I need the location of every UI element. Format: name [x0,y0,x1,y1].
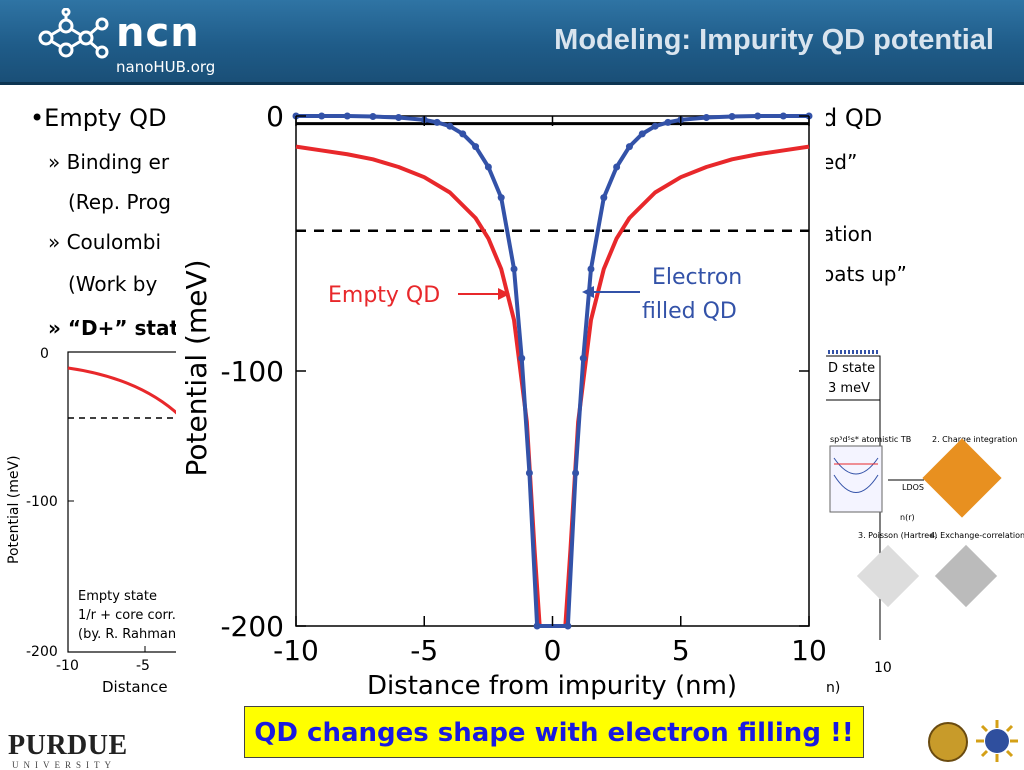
filled-qd-point [459,130,467,138]
background-right-panel: D state 3 meV 10 n) sp³d⁵s* atomistic TB… [820,340,1024,700]
bg-xtick-m10: -10 [56,658,79,674]
filled-qd-point [728,113,736,121]
bg-right-tick: 10 [874,660,892,676]
conclusion-banner: QD changes shape with electron filling !… [244,706,864,758]
filled-qd-point [587,265,595,273]
sub-bullet-binding: » Binding er [48,150,170,174]
filled-qd-point [625,143,633,151]
x-tick-label: 10 [791,634,826,667]
nsf-logo-icon [976,720,1018,762]
plot-frame [295,115,810,627]
bg-right-note-1: D state [828,361,875,376]
purdue-logo: PURDUE UNIVERSITY [8,730,128,770]
flow-nr-label: n(r) [900,513,915,522]
filled-qd-point [369,113,377,121]
bg-xtick-m5: -5 [136,658,150,674]
chart-ylabel: Potential (meV) [180,259,213,476]
logo-nanohub-text: nanoHUB.org [116,58,216,76]
filled-qd-point [702,114,710,122]
filled-qd-point [395,114,403,122]
purdue-sub-text: UNIVERSITY [12,760,116,770]
annotation-filled-qd: filled QD [642,299,737,324]
bg-ytick-200: -200 [26,644,58,660]
x-tick-label: 0 [544,634,562,667]
bg-ytick-100: -100 [26,494,58,510]
bg-xlabel: Distance [102,678,168,696]
arrowhead-empty-qd [498,288,510,300]
right-text-4: ation [822,222,873,246]
filled-qd-point [497,194,505,202]
x-tick-label: -10 [273,634,319,667]
annotation-electron: Electron [652,265,742,290]
bg-right-note-2: 3 meV [828,381,870,396]
filled-qd-point [754,112,762,120]
bg-note-2: 1/r + core corr. [78,608,176,623]
filled-qd-point [472,143,480,151]
y-tick-label: -200 [220,610,284,643]
x-tick-label: -5 [410,634,438,667]
filled-qd-point [613,163,621,171]
sub-bullet-coulomb: » Coulombi [48,230,161,254]
filled-qd-point [779,112,787,120]
bg-right-xlabel: n) [826,680,840,696]
flow-label-4: 4. Exchange-correlation (LDA) [930,531,1024,540]
filled-qd-point [664,118,672,126]
bg-ylabel: Potential (meV) [6,455,22,564]
bg-note-3: (by. R. Rahman [78,627,176,642]
y-tick-label: 0 [266,100,284,133]
filled-qd-point [564,622,572,630]
filled-qd-point [484,163,492,171]
filled-qd-point [343,112,351,120]
filled-qd-point [651,122,659,130]
chart-xlabel: Distance from impurity (nm) [367,671,737,700]
filled-qd-point [510,265,518,273]
background-plot: 0 -100 -200 -10 -5 Distance Potential (m… [0,338,191,700]
bullet-empty-qd: •Empty QD [30,104,167,132]
filled-qd-point [579,354,587,362]
arrowhead-electron-filled [582,286,594,298]
slide-title: Modeling: Impurity QD potential [554,24,994,56]
right-text-5: oats up” [822,262,907,286]
chart-svg: -10 -5 0 5 10 0 -100 -200 Distance from impurit… [180,100,826,700]
university-seal-icon [928,722,968,762]
series-line-empty-qd [295,144,810,628]
filled-qd-point [638,130,646,138]
flow-label-2: 2. Charge integration [932,435,1017,444]
header-bar: ncn nanoHUB.org Modeling: Impurity QD po… [0,0,1024,82]
filled-qd-point [446,122,454,130]
right-text-2: ed” [822,150,858,174]
header-divider [0,82,1024,85]
filled-qd-point [525,469,533,477]
ncn-logo: ncn nanoHUB.org [30,7,230,78]
annotation-empty-qd: Empty QD [328,283,440,308]
sub-bullet-coulomb-cont: (Work by [68,272,158,296]
molecule-logo-icon [38,7,109,59]
filled-qd-point [533,622,541,630]
sub-bullet-d-plus: » “D+” state [48,316,193,340]
bg-note-1: Empty state [78,589,157,604]
filled-qd-point [433,118,441,126]
bg-ytick-0: 0 [40,346,49,362]
purdue-text: PURDUE [8,730,128,761]
flow-label-1: sp³d⁵s* atomistic TB [830,435,911,444]
filled-qd-point [318,112,326,120]
filled-qd-point [572,469,580,477]
series-line-filled-qd [296,114,809,628]
filled-qd-point [518,354,526,362]
logo-ncn-text: ncn [116,10,200,56]
filled-qd-point [600,194,608,202]
flow-ldos-label: LDOS [902,483,924,492]
y-tick-label: -100 [220,355,284,388]
x-tick-label: 5 [672,634,690,667]
main-potential-chart: -10 -5 0 5 10 0 -100 -200 Distance from impurit… [176,88,826,700]
right-text-1: d QD [822,104,883,132]
sub-bullet-binding-cont: (Rep. Prog [68,190,171,214]
flow-label-3: 3. Poisson (Hartree) [858,531,937,540]
